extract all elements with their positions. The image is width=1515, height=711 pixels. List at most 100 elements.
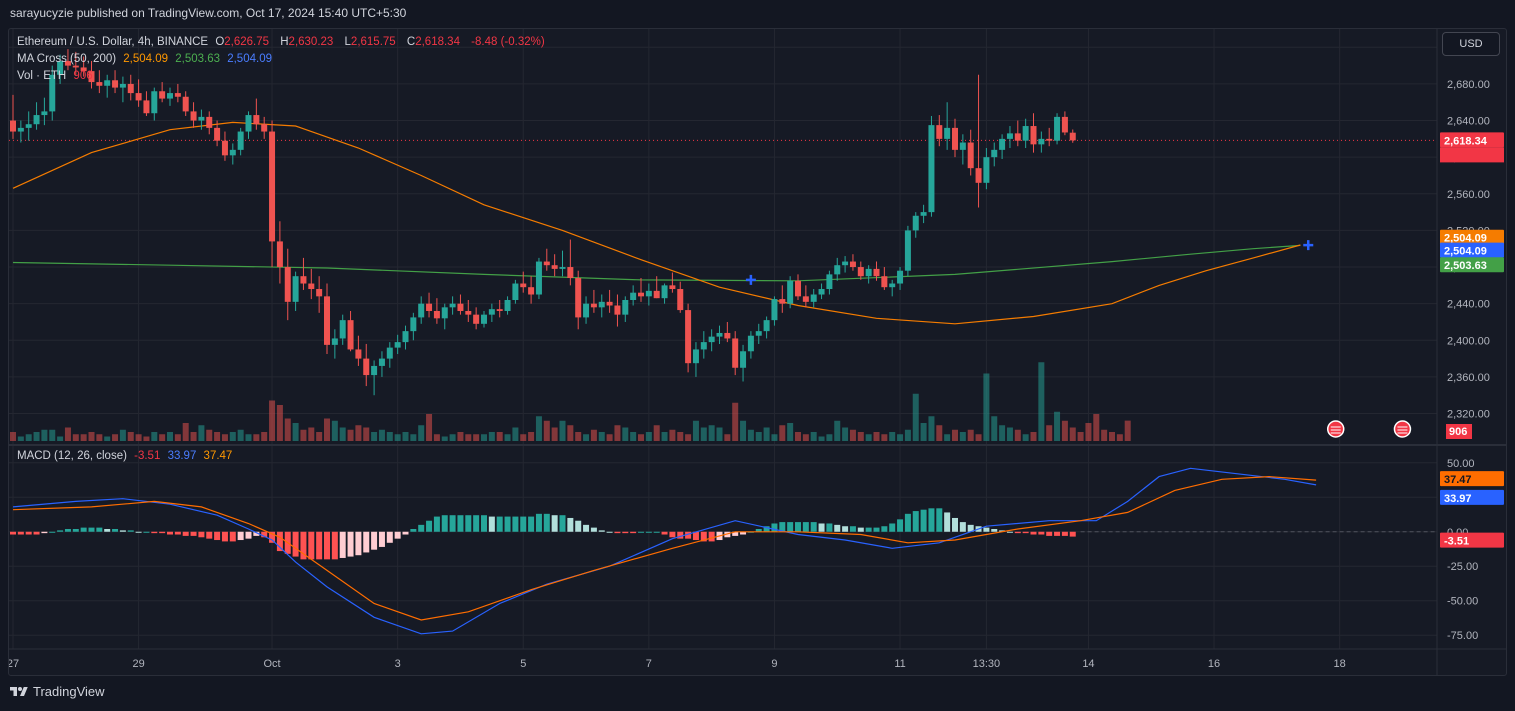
candle-body[interactable] bbox=[575, 278, 582, 318]
candle-body[interactable] bbox=[912, 215, 919, 231]
candle-body[interactable] bbox=[237, 131, 244, 150]
candle-body[interactable] bbox=[324, 296, 330, 345]
candle-body[interactable] bbox=[944, 127, 951, 139]
candle-body[interactable] bbox=[363, 358, 370, 376]
candle-body[interactable] bbox=[347, 320, 354, 350]
macd-signal-line[interactable] bbox=[12, 475, 1317, 621]
candle-body[interactable] bbox=[920, 212, 927, 216]
candle-body[interactable] bbox=[135, 93, 142, 101]
candle-body[interactable] bbox=[159, 91, 166, 99]
candle-body[interactable] bbox=[190, 111, 197, 121]
economic-event-icon[interactable] bbox=[1326, 420, 1345, 438]
candle-body[interactable] bbox=[151, 91, 158, 114]
candle-body[interactable] bbox=[316, 289, 323, 297]
candle-body[interactable] bbox=[104, 80, 111, 86]
candle-body[interactable] bbox=[622, 300, 629, 315]
candle-body[interactable] bbox=[473, 314, 480, 324]
candle-body[interactable] bbox=[685, 310, 692, 364]
candle-body[interactable] bbox=[999, 138, 1006, 150]
price-chart[interactable]: 2,720.002,680.002,640.002,600.002,560.00… bbox=[9, 29, 1506, 675]
candle-body[interactable] bbox=[488, 309, 495, 315]
candle-body[interactable] bbox=[512, 283, 519, 301]
candle-body[interactable] bbox=[740, 351, 747, 368]
candle-body[interactable] bbox=[849, 261, 856, 268]
candle-body[interactable] bbox=[598, 301, 605, 308]
candle-body[interactable] bbox=[292, 276, 299, 302]
candle-body[interactable] bbox=[441, 307, 448, 319]
candle-body[interactable] bbox=[1069, 132, 1076, 141]
candle-body[interactable] bbox=[543, 261, 550, 266]
candle-body[interactable] bbox=[308, 283, 315, 290]
candle-body[interactable] bbox=[402, 331, 409, 343]
candle-body[interactable] bbox=[795, 280, 801, 297]
macd-label[interactable]: MACD (12, 26, close) bbox=[17, 450, 127, 462]
candle-body[interactable] bbox=[198, 116, 205, 121]
candle-body[interactable] bbox=[1006, 133, 1013, 139]
candle-body[interactable] bbox=[653, 290, 660, 299]
candle-body[interactable] bbox=[261, 124, 268, 132]
candle-body[interactable] bbox=[716, 332, 723, 337]
ma-cross-marker[interactable] bbox=[1303, 240, 1314, 251]
volume-label[interactable]: Vol · ETH bbox=[17, 70, 67, 82]
candle-body[interactable] bbox=[127, 83, 134, 94]
candle-body[interactable] bbox=[991, 149, 998, 158]
candle-body[interactable] bbox=[276, 241, 283, 268]
candle-body[interactable] bbox=[339, 320, 346, 339]
candle-body[interactable] bbox=[410, 317, 417, 332]
candle-body[interactable] bbox=[64, 61, 71, 66]
candle-body[interactable] bbox=[229, 149, 236, 156]
candle-body[interactable] bbox=[677, 289, 684, 311]
candle-body[interactable] bbox=[1054, 116, 1061, 141]
candle-body[interactable] bbox=[1022, 126, 1029, 141]
candle-body[interactable] bbox=[747, 335, 754, 352]
candle-body[interactable] bbox=[669, 285, 676, 290]
candle-body[interactable] bbox=[504, 300, 511, 311]
candle-body[interactable] bbox=[952, 127, 958, 150]
candle-body[interactable] bbox=[826, 274, 833, 290]
footer-brand-text[interactable]: TradingView bbox=[33, 684, 105, 699]
candle-body[interactable] bbox=[810, 294, 817, 302]
candle-body[interactable] bbox=[834, 265, 841, 275]
candle-body[interactable] bbox=[967, 142, 974, 169]
candle-body[interactable] bbox=[787, 280, 794, 304]
currency-button[interactable]: USD bbox=[1442, 32, 1500, 56]
candle-body[interactable] bbox=[567, 267, 574, 279]
candle-body[interactable] bbox=[17, 127, 24, 132]
candle-body[interactable] bbox=[904, 230, 911, 271]
candle-body[interactable] bbox=[41, 111, 48, 116]
ma-label[interactable]: MA Cross (50, 200) bbox=[17, 53, 117, 65]
candle-body[interactable] bbox=[692, 349, 699, 364]
economic-event-icon[interactable] bbox=[1393, 420, 1412, 438]
candle-body[interactable] bbox=[449, 303, 456, 308]
candle-body[interactable] bbox=[1014, 133, 1021, 141]
candle-body[interactable] bbox=[818, 289, 825, 295]
candle-body[interactable] bbox=[300, 276, 307, 284]
candle-body[interactable] bbox=[614, 305, 621, 315]
candle-body[interactable] bbox=[96, 82, 103, 86]
candle-body[interactable] bbox=[418, 303, 425, 318]
candle-body[interactable] bbox=[253, 115, 260, 125]
candle-body[interactable] bbox=[606, 301, 613, 306]
candle-body[interactable] bbox=[873, 268, 880, 277]
candle-body[interactable] bbox=[708, 336, 715, 343]
candle-body[interactable] bbox=[457, 303, 464, 311]
ma-cross-marker[interactable] bbox=[745, 274, 756, 285]
symbol-title[interactable]: Ethereum / U.S. Dollar, 4h, BINANCE bbox=[17, 36, 209, 48]
candle-body[interactable] bbox=[630, 292, 637, 301]
candle-body[interactable] bbox=[72, 65, 79, 68]
candle-body[interactable] bbox=[583, 303, 590, 318]
macd-line[interactable] bbox=[12, 467, 1317, 635]
candle-body[interactable] bbox=[700, 342, 707, 350]
candle-body[interactable] bbox=[1061, 116, 1068, 133]
candle-body[interactable] bbox=[331, 338, 338, 345]
candle-body[interactable] bbox=[284, 267, 291, 302]
candle-body[interactable] bbox=[10, 120, 16, 132]
candle-body[interactable] bbox=[394, 342, 401, 348]
candle-body[interactable] bbox=[724, 332, 731, 339]
candle-body[interactable] bbox=[182, 96, 189, 112]
candle-body[interactable] bbox=[386, 347, 393, 359]
candle-body[interactable] bbox=[590, 303, 597, 308]
candle-body[interactable] bbox=[119, 83, 126, 88]
candle-body[interactable] bbox=[371, 365, 378, 376]
candle-body[interactable] bbox=[763, 320, 770, 332]
